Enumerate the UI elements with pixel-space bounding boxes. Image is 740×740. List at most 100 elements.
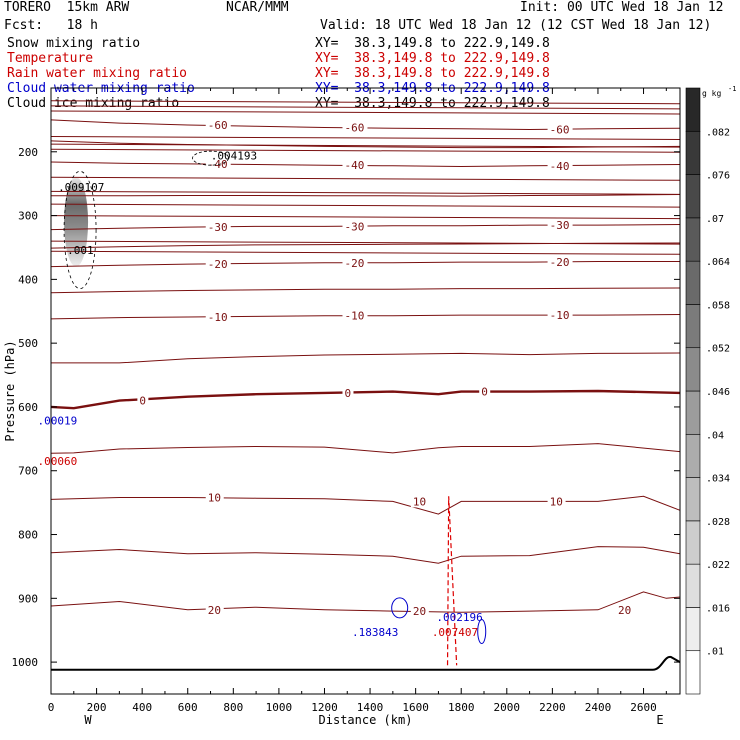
temperature-contour-minor	[50, 176, 681, 181]
contour-label: -30	[208, 221, 228, 234]
temperature-contour-minor	[50, 135, 681, 140]
temperature-contour-minor	[50, 240, 681, 245]
colorbar-tick-label: .028	[706, 517, 730, 528]
x-tick-label: 1600	[402, 701, 429, 714]
colorbar-swatch	[685, 520, 701, 565]
axes: 0 200 400 600 800 1000 1200 1400 1600 1800 2000 220…	[3, 87, 681, 727]
y-tick-label: 600	[18, 401, 38, 414]
contour-label: -30	[550, 219, 570, 232]
colorbar-swatch	[685, 477, 701, 522]
temperature-contour-minor	[50, 190, 681, 195]
field-xy-rain: XY= 38.3,149.8 to 222.9,149.8	[315, 66, 550, 81]
colorbar: .01 .016 .022 .028 .034 .04 .046 .052 .058 .064 .0…	[685, 85, 736, 695]
y-tick-label: 200	[18, 146, 38, 159]
x-tick-label: 600	[178, 701, 198, 714]
temperature-contour-minor	[50, 140, 681, 149]
init-time: Init: 00 UTC Wed 18 Jan 12	[520, 0, 724, 15]
colorbar-unit-exponent: -1	[728, 85, 736, 93]
extremum-label: .183843	[352, 626, 398, 639]
cloud-water-contour	[477, 618, 487, 644]
contour-label: -20	[208, 258, 228, 271]
colorbar-tick-label: .04	[706, 430, 724, 441]
temperature-contour-minor	[50, 203, 681, 208]
forecast-hour: Fcst: 18 h	[4, 18, 98, 33]
colorbar-swatch	[685, 87, 701, 132]
colorbar-swatch	[685, 650, 701, 695]
x-tick-label: 1800	[448, 701, 475, 714]
colorbar-tick-label: .046	[706, 387, 730, 398]
contour-label: 20	[413, 605, 426, 618]
cloud-ice-contour	[63, 170, 97, 290]
temperature-contour-line	[50, 495, 681, 515]
temperature-contour-minor	[50, 546, 681, 564]
contour-label: 0	[139, 395, 146, 408]
contour-label: -10	[550, 309, 570, 322]
colorbar-tick-label: .052	[706, 344, 730, 355]
x-tick-label: 2000	[494, 701, 521, 714]
x-tick-label: 2200	[539, 701, 566, 714]
colorbar-tick-label: .07	[706, 214, 724, 225]
x-tick-label: 1400	[357, 701, 384, 714]
y-tick-label: 1000	[12, 656, 39, 669]
cloud-ice-contour	[192, 150, 229, 166]
contour-label: -40	[344, 159, 364, 172]
colorbar-tick-label: .016	[706, 603, 730, 614]
y-tick-label: 900	[18, 592, 38, 605]
y-tick-label: 800	[18, 529, 38, 542]
temperature-contour-minor	[51, 352, 681, 364]
x-tick-label: 1200	[311, 701, 338, 714]
x-tick-label: 2400	[585, 701, 612, 714]
colorbar-swatch	[685, 174, 701, 219]
contour-label: -60	[208, 119, 228, 132]
temperature-contour-minor	[51, 194, 681, 197]
extrema-labels: .009107 .004193 .001 .183843 .002196 .00019 .0…	[38, 150, 483, 640]
field-name-cloud-water: Cloud water mixing ratio	[7, 81, 195, 96]
colorbar-swatch	[685, 390, 701, 435]
valid-time: Valid: 18 UTC Wed 18 Jan 12 (12 CST Wed …	[320, 18, 712, 33]
temperature-contours: -60 -60 -60 -40 -40 -40 -30 -30 -30 -20 -20 -20 -10 -…	[50, 100, 681, 618]
contour-label: -60	[344, 122, 364, 135]
contour-label: 0	[344, 387, 351, 400]
temperature-contour-minor	[50, 143, 681, 148]
cloud-water-contour	[391, 597, 409, 619]
temperature-contour-line	[50, 591, 681, 613]
x-tick-label: 200	[87, 701, 107, 714]
colorbar-tick-label: .01	[706, 647, 724, 658]
colorbar-swatch	[685, 130, 701, 175]
contour-label: -30	[344, 220, 364, 233]
contour-label: 20	[208, 604, 221, 617]
y-axis-title: Pressure (hPa)	[3, 340, 17, 441]
x-tick-label: 800	[223, 701, 243, 714]
model-title: TORERO 15km ARW	[4, 0, 130, 15]
snow-maximum-shading	[64, 177, 89, 267]
colorbar-tick-label: .022	[706, 560, 730, 571]
contour-label: 0	[481, 386, 488, 399]
temperature-contour-line	[50, 389, 681, 410]
y-tick-label: 400	[18, 273, 38, 286]
temperature-contour-minor	[50, 443, 681, 454]
y-tick-label: 700	[18, 465, 38, 478]
extremum-label: .004193	[211, 150, 257, 163]
temperature-contour-minor	[50, 287, 681, 294]
snow-shading	[64, 177, 89, 267]
x-tick-label: 1000	[266, 701, 293, 714]
x-tick-label: 400	[132, 701, 152, 714]
colorbar-tick-label: .034	[706, 474, 730, 485]
contour-label: -20	[550, 256, 570, 269]
y-tick-label: 500	[18, 337, 38, 350]
temperature-contour-minor	[50, 148, 681, 153]
temperature-contour-minor	[50, 110, 681, 115]
temperature-contour-minor	[50, 250, 681, 255]
field-name-snow: Snow mixing ratio	[7, 36, 141, 51]
extremum-label: .00060	[38, 455, 78, 468]
colorbar-swatch	[685, 433, 701, 478]
colorbar-swatch	[685, 607, 701, 652]
plot-frame	[50, 87, 681, 695]
contour-label: 10	[208, 492, 221, 505]
extremum-label: .009107	[58, 181, 104, 194]
contour-label: -10	[344, 310, 364, 323]
colorbar-tick-label: .058	[706, 300, 730, 311]
contour-label: 20	[618, 604, 631, 617]
